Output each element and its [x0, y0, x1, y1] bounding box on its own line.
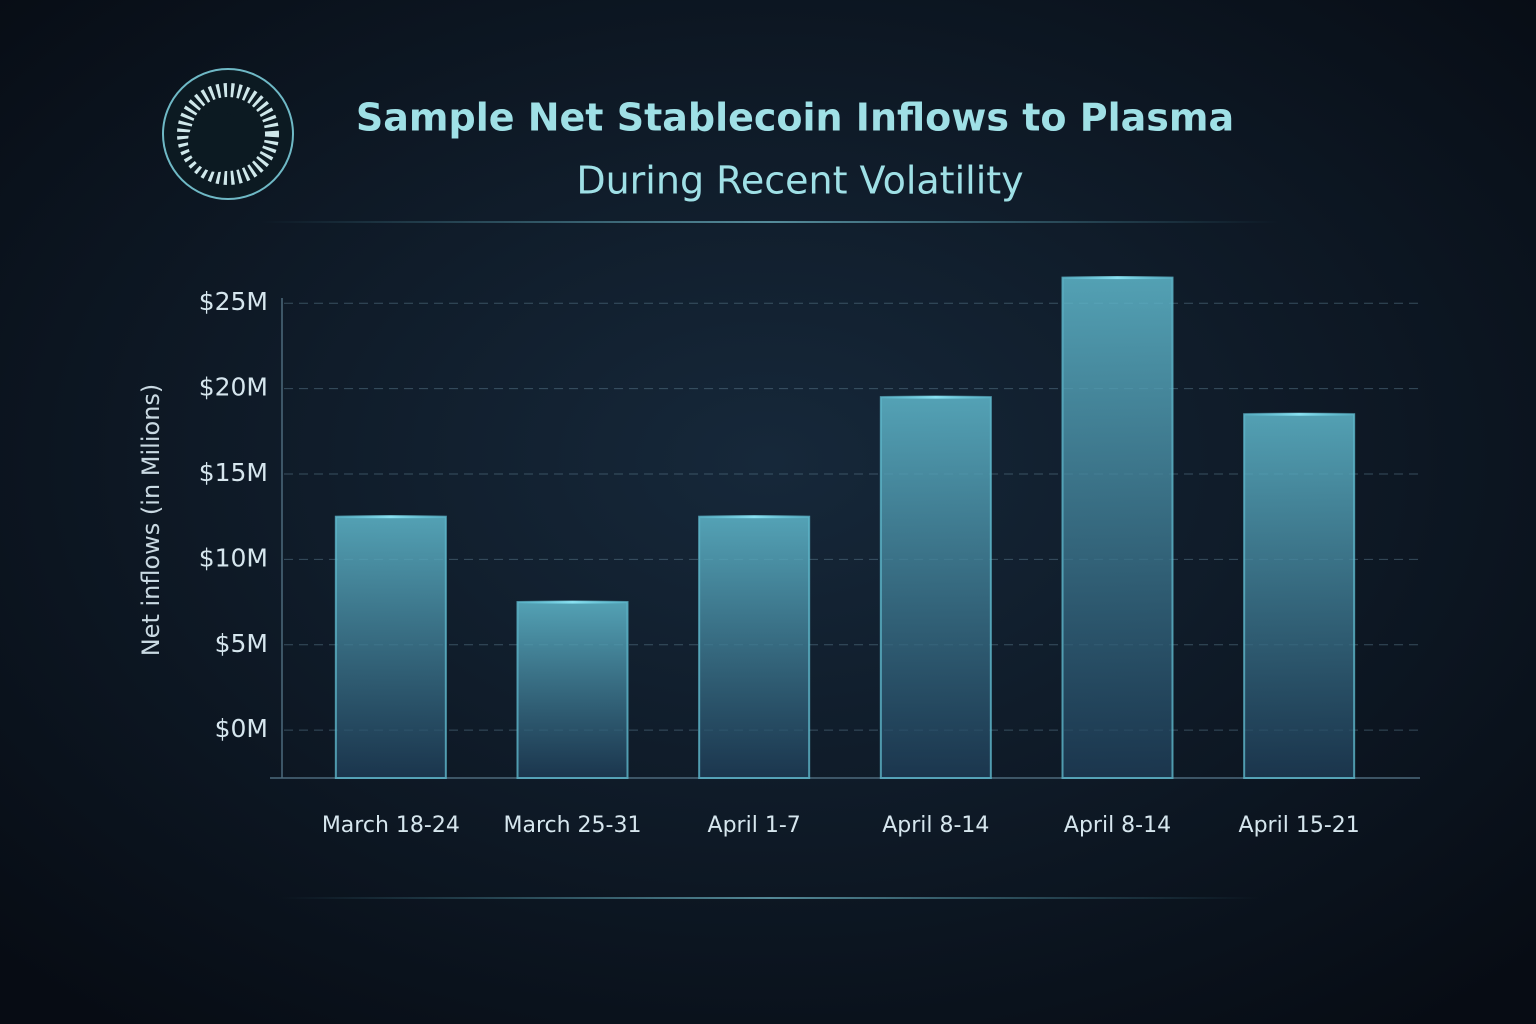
chart-title: During Recent Volatility	[576, 159, 1023, 203]
x-tick-label: April 1-7	[708, 813, 801, 838]
x-tick-label: April 15-21	[1239, 813, 1360, 838]
bar-highlight	[1062, 276, 1173, 280]
logo	[162, 68, 294, 200]
chart-title: Sample Net Stablecoin Inflows to Plasma	[356, 96, 1234, 140]
bar	[698, 515, 811, 779]
y-tick-label: $5M	[215, 629, 268, 658]
x-tick-label: March 25-31	[504, 813, 642, 838]
divider	[260, 221, 1280, 223]
bar	[879, 396, 992, 779]
y-tick-label: $0M	[215, 714, 268, 743]
bar-highlight	[880, 395, 991, 399]
bar-highlight	[1244, 412, 1355, 416]
y-tick-label: $25M	[199, 287, 268, 316]
x-tick-label: April 8-14	[882, 813, 989, 838]
bar	[1243, 413, 1356, 779]
bar-highlight	[517, 600, 628, 604]
y-tick-label: $20M	[199, 373, 268, 402]
bar-highlight	[335, 515, 446, 519]
bar-highlight	[699, 515, 810, 519]
x-tick-label: March 18-24	[322, 813, 460, 838]
y-tick-label: $15M	[199, 458, 268, 487]
divider	[280, 897, 1260, 899]
y-tick-label: $10M	[199, 543, 268, 572]
bar	[516, 601, 629, 780]
y-axis-label: Net inflows (in Milions)	[137, 384, 165, 657]
bar	[334, 515, 447, 779]
x-tick-label: April 8-14	[1064, 813, 1171, 838]
bar	[1061, 276, 1174, 779]
